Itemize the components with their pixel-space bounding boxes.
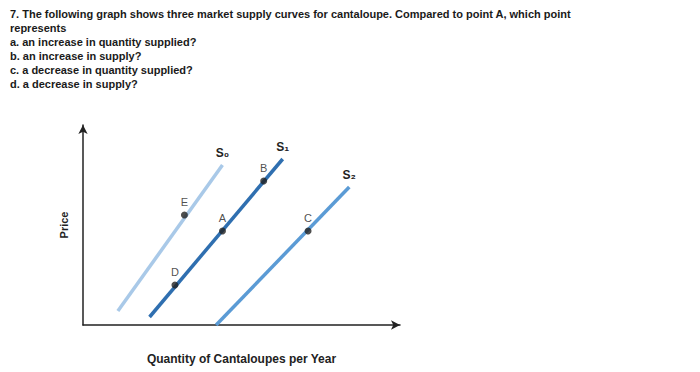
svg-text:S₁: S₁ — [276, 140, 289, 154]
svg-text:S₂: S₂ — [343, 168, 356, 182]
svg-text:D: D — [171, 266, 179, 278]
svg-text:B: B — [260, 162, 267, 174]
svg-text:Price: Price — [58, 212, 70, 239]
html-text:b. an increase in supply?: b. an increase in supply? — [10, 50, 142, 62]
html-text:a. an increase in quantity sup: a. an increase in quantity supplied? — [10, 36, 197, 48]
svg-text:S₀: S₀ — [216, 146, 229, 160]
html-text:c. a decrease in quantity supp: c. a decrease in quantity supplied? — [10, 64, 193, 76]
html-text:represents: represents — [10, 22, 67, 34]
svg-text:Quantity of Cantaloupes per Ye: Quantity of Cantaloupes per Year — [147, 352, 336, 366]
svg-text:E: E — [181, 196, 188, 208]
html-text:d. a decrease in supply?: d. a decrease in supply? — [10, 78, 138, 90]
svg-text:A: A — [219, 212, 227, 224]
html-text:7. The following graph shows t: 7. The following graph shows three marke… — [10, 8, 571, 20]
svg-text:C: C — [304, 212, 312, 224]
